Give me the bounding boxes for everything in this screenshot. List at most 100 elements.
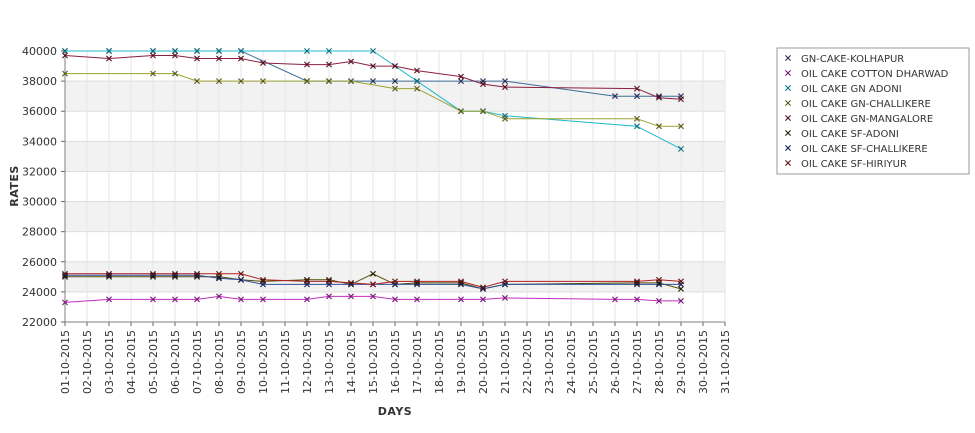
marker-stroke bbox=[326, 78, 332, 85]
x-tick-label: 04-10-2015 bbox=[125, 330, 138, 394]
data-point bbox=[172, 272, 178, 279]
marker-stroke bbox=[150, 48, 156, 54]
marker-stroke bbox=[634, 85, 640, 92]
data-point bbox=[634, 85, 640, 92]
data-point bbox=[238, 270, 244, 277]
data-point bbox=[238, 55, 244, 62]
marker-stroke bbox=[62, 52, 68, 59]
data-point bbox=[480, 284, 486, 291]
data-point bbox=[304, 48, 310, 54]
marker-stroke bbox=[238, 48, 244, 54]
data-point bbox=[150, 52, 156, 59]
data-point bbox=[370, 63, 376, 70]
x-tick-label: 30-10-2015 bbox=[697, 330, 710, 394]
marker-stroke bbox=[656, 94, 662, 101]
data-point bbox=[678, 123, 684, 130]
data-point bbox=[656, 94, 662, 101]
data-point bbox=[106, 48, 112, 54]
marker-stroke bbox=[392, 85, 398, 92]
marker-stroke bbox=[216, 293, 222, 300]
data-point bbox=[480, 296, 486, 303]
marker-stroke bbox=[172, 70, 178, 77]
data-point bbox=[458, 278, 464, 285]
x-tick-label: 22-10-2015 bbox=[521, 330, 534, 394]
marker-stroke bbox=[216, 78, 222, 85]
data-point bbox=[414, 78, 420, 85]
x-tick-label: 28-10-2015 bbox=[653, 330, 666, 394]
marker-stroke bbox=[62, 299, 68, 306]
data-point bbox=[216, 293, 222, 300]
data-point bbox=[238, 296, 244, 303]
marker-stroke bbox=[216, 55, 222, 62]
marker-stroke bbox=[326, 293, 332, 300]
marker-stroke bbox=[194, 296, 200, 303]
data-point bbox=[480, 81, 486, 88]
marker-stroke bbox=[106, 270, 112, 277]
data-point bbox=[260, 276, 266, 283]
marker-stroke bbox=[238, 78, 244, 85]
data-point bbox=[238, 276, 244, 283]
data-point bbox=[414, 279, 420, 286]
marker-stroke bbox=[634, 296, 640, 303]
y-tick-label: 22000 bbox=[22, 316, 57, 329]
legend-marker bbox=[785, 115, 791, 121]
plot-grid bbox=[64, 50, 726, 323]
marker-stroke bbox=[656, 276, 662, 283]
data-point bbox=[656, 123, 662, 130]
legend-label: OIL CAKE COTTON DHARWAD bbox=[801, 69, 949, 80]
marker-stroke bbox=[304, 296, 310, 303]
data-point bbox=[634, 93, 640, 100]
legend-marker bbox=[785, 160, 791, 166]
data-point bbox=[62, 299, 68, 306]
data-point bbox=[458, 279, 464, 286]
x-tick-label: 05-10-2015 bbox=[147, 330, 160, 394]
marker-stroke bbox=[480, 285, 486, 292]
series-line-7 bbox=[65, 273, 682, 288]
data-point bbox=[106, 272, 112, 279]
y-tick-label: 34000 bbox=[22, 135, 57, 148]
marker-stroke bbox=[326, 276, 332, 283]
marker-stroke bbox=[785, 115, 791, 121]
data-point bbox=[370, 281, 376, 288]
data-point bbox=[326, 293, 332, 300]
marker-stroke bbox=[194, 272, 200, 279]
data-point bbox=[612, 93, 618, 100]
data-point bbox=[502, 278, 508, 285]
data-point bbox=[260, 281, 266, 288]
marker-stroke bbox=[502, 278, 508, 285]
data-point bbox=[326, 276, 332, 283]
data-point bbox=[194, 78, 200, 85]
y-tick-label: 28000 bbox=[22, 226, 57, 239]
data-point bbox=[348, 281, 354, 288]
data-point bbox=[392, 78, 398, 85]
data-point bbox=[370, 293, 376, 300]
marker-stroke bbox=[678, 123, 684, 130]
marker-stroke bbox=[370, 281, 376, 288]
marker-stroke bbox=[392, 278, 398, 285]
marker-stroke bbox=[480, 284, 486, 291]
data-point bbox=[194, 270, 200, 277]
x-tick-label: 03-10-2015 bbox=[103, 330, 116, 394]
marker-stroke bbox=[106, 296, 112, 303]
data-point bbox=[150, 70, 156, 77]
marker-stroke bbox=[304, 48, 310, 54]
data-point bbox=[62, 48, 68, 54]
marker-stroke bbox=[502, 78, 508, 85]
data-point bbox=[304, 61, 310, 68]
data-point bbox=[216, 270, 222, 277]
legend-marker bbox=[785, 100, 791, 106]
x-tick-label: 29-10-2015 bbox=[675, 330, 688, 394]
data-point bbox=[392, 296, 398, 303]
marker-stroke bbox=[348, 293, 354, 300]
data-point bbox=[172, 296, 178, 303]
legend: GN-CAKE-KOLHAPUR OIL CAKE COTTON DHARWAD O… bbox=[776, 47, 970, 175]
data-point bbox=[634, 279, 640, 286]
marker-stroke bbox=[785, 100, 791, 106]
x-tick-label: 31-10-2015 bbox=[719, 330, 732, 394]
data-point bbox=[348, 293, 354, 300]
data-point bbox=[678, 278, 684, 285]
data-point bbox=[502, 84, 508, 91]
y-axis-title: RATES bbox=[8, 165, 21, 207]
marker-stroke bbox=[106, 48, 112, 54]
